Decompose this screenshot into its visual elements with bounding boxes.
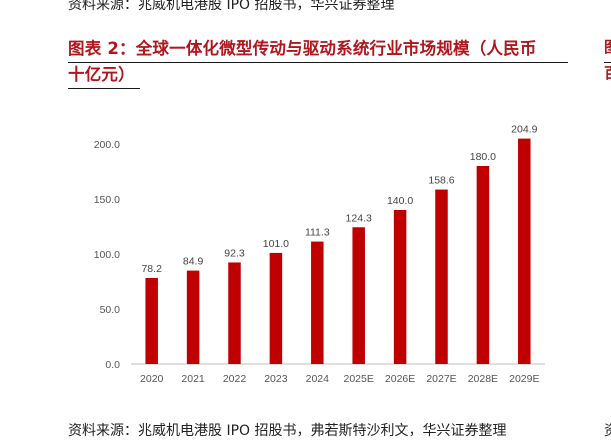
- data-label: 78.2: [141, 263, 162, 275]
- bar: [435, 189, 448, 364]
- bar: [393, 210, 407, 364]
- y-tick-label: 50.0: [100, 304, 121, 316]
- title-underline-short: [68, 88, 140, 89]
- adjacent-title-underline: [604, 62, 611, 63]
- bar: [476, 166, 490, 364]
- data-label: 180.0: [470, 151, 496, 163]
- adjacent-source-fragment: 资: [604, 420, 611, 440]
- x-tick-label: 2025E: [344, 373, 374, 385]
- x-tick-label: 2027E: [426, 373, 456, 385]
- data-label: 101.0: [263, 238, 289, 250]
- data-label: 111.3: [305, 227, 330, 239]
- y-tick-label: 200.0: [94, 139, 120, 151]
- x-tick-label: 2020: [140, 373, 164, 385]
- title-underline: [68, 62, 568, 63]
- bar: [352, 227, 365, 364]
- figure-title: 图表 2：全球一体化微型传动与驱动系统行业市场规模（人民币 十亿元）: [68, 36, 568, 88]
- bar: [311, 241, 324, 364]
- bar: [145, 277, 158, 364]
- y-tick-label: 100.0: [94, 249, 120, 261]
- data-label: 92.3: [224, 247, 245, 259]
- figure-title-line-1: 图表 2：全球一体化微型传动与驱动系统行业市场规模（人民币: [68, 39, 537, 58]
- x-tick-label: 2029E: [509, 373, 539, 385]
- source-note-top: 资料来源：兆威机电港股 IPO 招股书，华兴证券整理: [68, 0, 395, 13]
- data-label: 204.9: [511, 124, 537, 136]
- bar: [186, 270, 200, 364]
- x-tick-label: 2028E: [468, 373, 498, 385]
- data-label: 124.3: [346, 212, 372, 224]
- data-label: 140.0: [387, 195, 413, 207]
- x-tick-label: 2026E: [385, 373, 415, 385]
- source-note-bottom: 资料来源：兆威机电港股 IPO 招股书，弗若斯特沙利文，华兴证券整理: [68, 423, 507, 439]
- x-tick-label: 2024: [306, 373, 330, 385]
- y-tick-label: 150.0: [94, 194, 120, 206]
- figure-title-line-2: 十亿元）: [68, 65, 135, 84]
- data-label: 84.9: [183, 256, 204, 268]
- adjacent-figure-title-fragment-1: 图: [604, 36, 611, 57]
- x-tick-label: 2023: [264, 373, 288, 385]
- x-tick-label: 2022: [223, 373, 247, 385]
- x-tick-label: 2021: [181, 373, 205, 385]
- bar: [518, 138, 531, 364]
- adjacent-figure-title-fragment-2: 百: [604, 62, 611, 83]
- y-tick-label: 0.0: [105, 359, 120, 371]
- data-label: 158.6: [428, 175, 454, 187]
- bar: [228, 262, 241, 364]
- bar: [269, 252, 283, 364]
